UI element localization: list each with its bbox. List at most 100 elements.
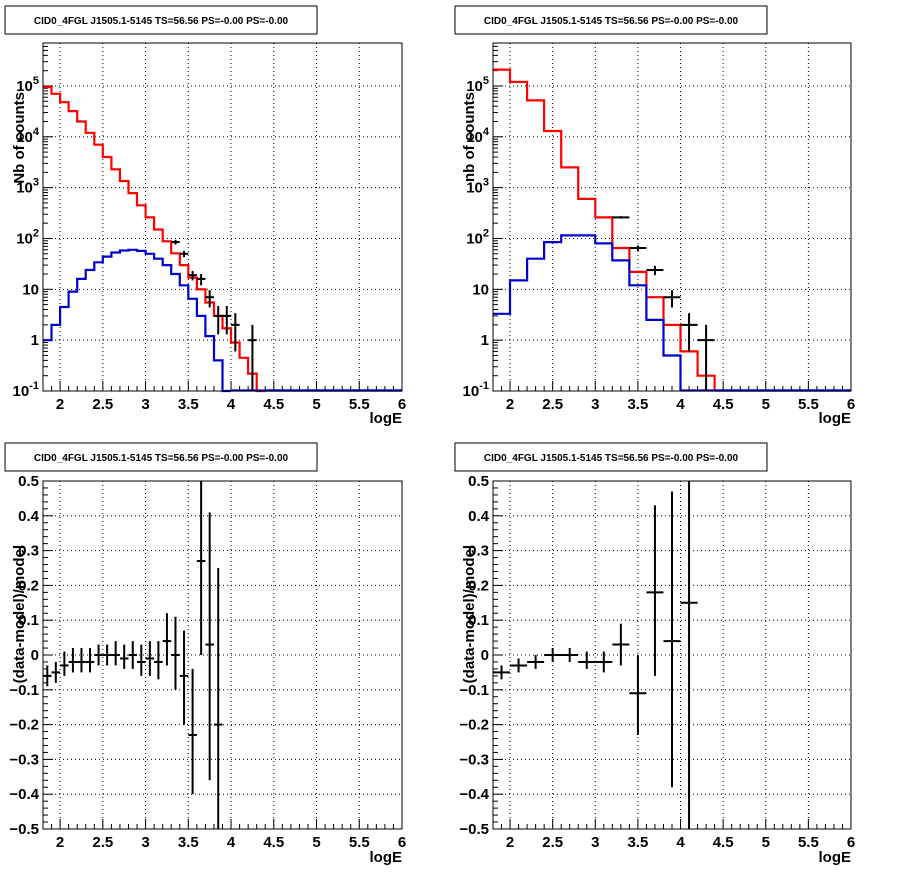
y-tick-label: 0.3 xyxy=(18,543,39,560)
x-tick-label: 2 xyxy=(56,834,64,851)
data-point xyxy=(213,305,223,335)
data-point xyxy=(697,324,715,391)
data-point xyxy=(213,568,223,829)
y-tick-label: −0.1 xyxy=(459,682,489,699)
x-tick-label: 3 xyxy=(591,396,599,413)
y-tick-label: 105 xyxy=(16,75,39,95)
y-tick-label: 0.5 xyxy=(468,473,489,490)
y-tick-label: −0.3 xyxy=(459,751,489,768)
data-point xyxy=(595,651,613,673)
y-tick-label: 0.4 xyxy=(468,508,490,525)
y-tick-label: 10 xyxy=(472,281,489,298)
x-tick-label: 2.5 xyxy=(92,834,113,851)
y-tick-label: −0.1 xyxy=(9,682,39,699)
plot-frame xyxy=(492,42,852,392)
data-point xyxy=(171,616,180,690)
title-box xyxy=(4,442,318,472)
x-tick-label: 4 xyxy=(227,834,236,851)
data-point xyxy=(663,491,681,788)
data-point xyxy=(680,313,698,352)
data-point xyxy=(248,324,257,391)
data-point xyxy=(77,648,86,673)
y-tick-label: 0.5 xyxy=(18,473,39,490)
y-tick-label: 0.2 xyxy=(468,577,489,594)
data-point xyxy=(85,648,95,673)
chart-title: CID0_4FGL J1505.1-5145 TS=56.56 PS=-0.00… xyxy=(484,16,739,27)
x-tick-label: 6 xyxy=(847,396,855,413)
plot-frame xyxy=(42,480,403,830)
data-point xyxy=(111,641,120,666)
x-tick-label: 4 xyxy=(676,834,685,851)
y-axis-label: nb of counts xyxy=(461,92,478,182)
chart-panel-top-left: CID0_4FGL J1505.1-5145 TS=56.56 PS=-0.00… xyxy=(4,5,406,427)
y-tick-label: −0.5 xyxy=(459,821,489,838)
data-point xyxy=(205,290,214,308)
y-axis-label: Nb of counts xyxy=(11,92,28,184)
y-tick-label: 10-1 xyxy=(13,380,39,400)
data-point xyxy=(196,274,206,286)
x-tick-label: 6 xyxy=(398,834,406,851)
y-axis-label: (data-model)/model xyxy=(11,545,28,683)
title-box xyxy=(454,442,768,472)
source-model-histogram xyxy=(43,248,231,393)
data-point xyxy=(544,648,562,662)
source-model-histogram xyxy=(493,234,682,391)
data-point xyxy=(68,648,78,673)
y-tick-label: 1 xyxy=(31,332,39,349)
chart-title: CID0_4FGL J1505.1-5145 TS=56.56 PS=-0.00… xyxy=(484,453,739,464)
data-point xyxy=(196,481,206,655)
x-tick-label: 5 xyxy=(312,834,320,851)
chart-panel-top-right: CID0_4FGL J1505.1-5145 TS=56.56 PS=-0.00… xyxy=(454,5,855,427)
x-tick-label: 3 xyxy=(591,834,599,851)
x-tick-label: 3 xyxy=(141,396,149,413)
total-model-histogram xyxy=(493,68,716,391)
title-box xyxy=(4,5,318,35)
data-point xyxy=(51,661,61,683)
data-point xyxy=(188,668,197,795)
data-point xyxy=(629,655,647,736)
y-tick-label: 1 xyxy=(481,332,489,349)
chart-title: CID0_4FGL J1505.1-5145 TS=56.56 PS=-0.00… xyxy=(34,453,289,464)
data-point xyxy=(119,644,129,669)
data-point xyxy=(145,641,155,676)
data-point xyxy=(128,641,138,669)
x-tick-label: 6 xyxy=(398,396,406,413)
y-tick-label: −0.4 xyxy=(459,786,489,803)
x-tick-label: 4.5 xyxy=(263,834,284,851)
y-tick-label: −0.2 xyxy=(459,717,489,734)
x-tick-label: 6 xyxy=(847,834,855,851)
chart-panel-bottom-left: CID0_4FGL J1505.1-5145 TS=56.56 PS=-0.00… xyxy=(4,442,406,866)
y-tick-label: 102 xyxy=(16,227,39,247)
data-point xyxy=(179,630,189,725)
data-point xyxy=(646,505,664,676)
x-tick-label: 2 xyxy=(506,834,514,851)
x-tick-label: 3.5 xyxy=(627,834,648,851)
data-point xyxy=(43,665,52,687)
data-point xyxy=(663,290,681,308)
y-tick-label: −0.5 xyxy=(9,821,39,838)
x-tick-label: 5.5 xyxy=(798,834,819,851)
x-tick-label: 2 xyxy=(56,396,64,413)
y-tick-label: −0.4 xyxy=(9,786,39,803)
data-point xyxy=(493,665,511,680)
x-tick-label: 3 xyxy=(141,834,149,851)
y-tick-label: 103 xyxy=(466,177,489,197)
x-tick-label: 5 xyxy=(312,396,320,413)
x-tick-label: 2.5 xyxy=(542,834,563,851)
plot-frame xyxy=(42,42,403,392)
plot-frame xyxy=(492,480,852,830)
x-tick-label: 4.5 xyxy=(713,834,734,851)
x-tick-label: 5 xyxy=(762,396,770,413)
y-tick-label: 0.1 xyxy=(18,612,39,629)
x-tick-label: 5 xyxy=(762,834,770,851)
data-point xyxy=(60,651,69,676)
x-tick-label: 3.5 xyxy=(178,834,199,851)
data-point xyxy=(629,245,647,251)
y-tick-label: 0.3 xyxy=(468,543,489,560)
data-point xyxy=(561,648,579,662)
x-tick-label: 2.5 xyxy=(542,396,563,413)
x-axis-label: logE xyxy=(370,849,403,866)
axis-ticks xyxy=(492,42,852,392)
data-point xyxy=(179,250,189,258)
